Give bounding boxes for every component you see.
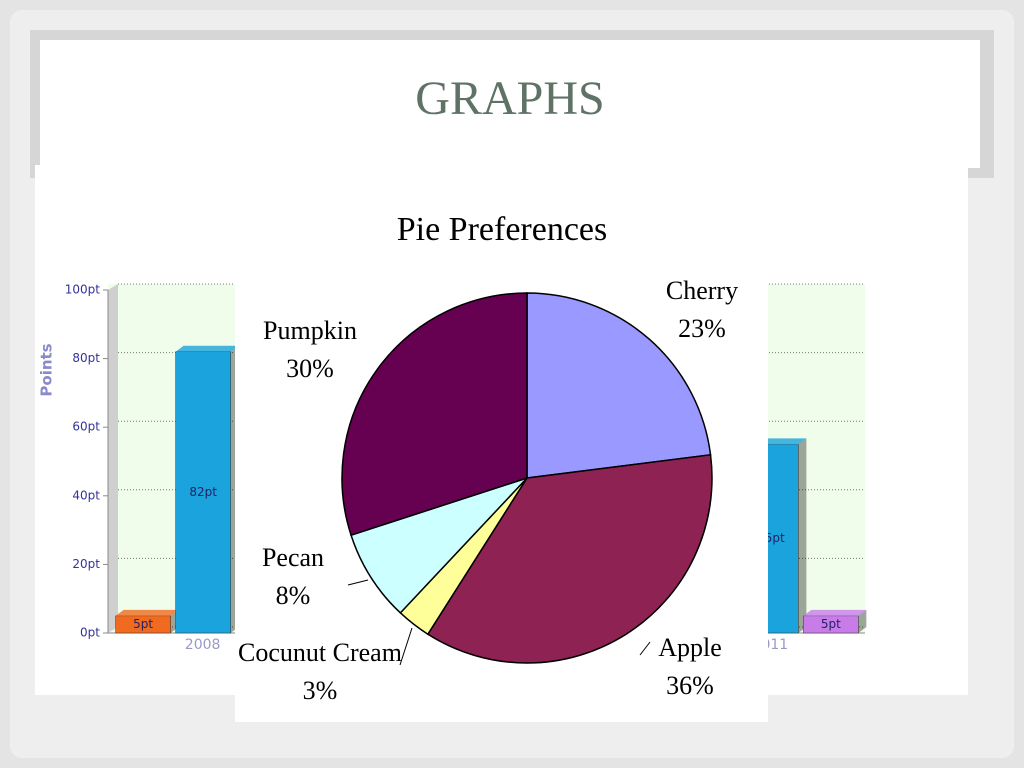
bar [175, 351, 231, 634]
slice-label: Pumpkin [263, 316, 357, 345]
leader-line [347, 579, 369, 586]
slice-label: Cherry [666, 276, 738, 305]
leader-line [639, 641, 651, 656]
slice-label: Cocunut Cream [238, 638, 402, 667]
leader-line [399, 627, 413, 666]
bar-top [175, 345, 239, 352]
bar-top [803, 609, 867, 616]
bar-top [115, 609, 179, 616]
bar-side [798, 438, 807, 633]
y-tick-label: 80pt [72, 351, 100, 365]
pie-slice [526, 292, 712, 479]
x-tick-label: 2008 [185, 637, 221, 653]
value-label: 5pt [821, 617, 841, 631]
value-label: 5pt [133, 617, 153, 631]
slice-label: Apple [658, 633, 722, 662]
slice-label: Pecan [262, 543, 324, 572]
bar-side [858, 609, 867, 633]
title-box [40, 40, 980, 168]
pie-slice [341, 292, 528, 537]
slice-value: 30% [286, 354, 334, 383]
bar-layer: 0pt20pt40pt60pt80pt100pt20085pt82pt20115… [65, 283, 867, 653]
plot-wall [108, 284, 118, 633]
y-tick-label: 0pt [80, 626, 100, 640]
pie-slice [426, 453, 713, 664]
pie-title: Pie Preferences [397, 211, 608, 248]
y-tick-label: 60pt [72, 420, 100, 434]
y-tick-label: 100pt [65, 283, 101, 297]
pie-slice [350, 477, 528, 614]
slice-value: 3% [303, 676, 338, 705]
y-tick-label: 40pt [72, 488, 100, 502]
slice-value: 23% [678, 314, 726, 343]
pie-layer: Cherry 23% Apple 36% Cocunut Cream 3% Pecan 8% P… [238, 276, 738, 705]
slide-title: GRAPHS [415, 72, 604, 125]
y-tick-label: 20pt [72, 557, 100, 571]
value-label: 82pt [189, 485, 217, 499]
slice-value: 8% [276, 581, 311, 610]
y-axis-title: Points [38, 343, 56, 396]
slice-value: 36% [666, 671, 714, 700]
